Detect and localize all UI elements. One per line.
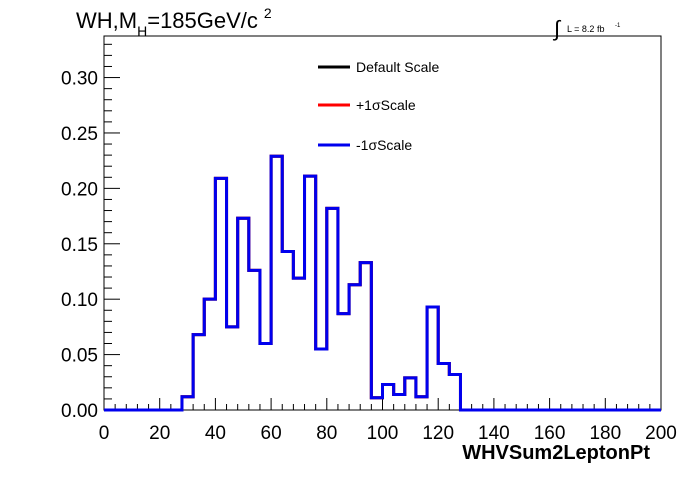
title-subscript: H: [137, 23, 147, 39]
y-tick-label: 0.30: [61, 69, 98, 90]
x-tick-label: 40: [205, 423, 226, 444]
luminosity-exponent: -1: [615, 23, 621, 29]
y-tick-label: 0.05: [61, 346, 98, 367]
y-tick-label: 0.00: [61, 401, 98, 422]
x-tick-label: 20: [149, 423, 170, 444]
x-tick-label: 80: [316, 423, 337, 444]
legend-label-2: -1σScale: [356, 137, 412, 153]
x-tick-label: 200: [645, 423, 677, 444]
luminosity-text: L = 8.2 fb: [567, 24, 604, 34]
x-tick-label: 60: [261, 423, 282, 444]
x-tick-label: 160: [534, 423, 566, 444]
x-tick-label: 0: [99, 423, 110, 444]
x-tick-label: 120: [422, 423, 454, 444]
x-tick-label: 180: [589, 423, 621, 444]
plot-frame: [103, 35, 662, 411]
series-line-0: [104, 154, 661, 412]
y-tick-label: 0.20: [61, 179, 98, 200]
histogram-series: [104, 154, 661, 412]
x-axis-label: WHVSum2LeptonPt: [462, 442, 650, 464]
chart-title: WH,MH=185GeV/c 2: [76, 5, 272, 39]
x-tick-label: 100: [367, 423, 399, 444]
legend: Default Scale +1σScale -1σScale: [318, 59, 439, 153]
axis-ticks: 0 20 40 60 80 100 120 140 160 180 200 0.00 0.05 0.10 0…: [61, 43, 677, 444]
series-line-2: [104, 154, 661, 412]
legend-label-1: +1σScale: [356, 97, 416, 113]
x-tick-label: 140: [478, 423, 510, 444]
title-value: =185GeV/c: [147, 8, 258, 33]
series-line-1: [104, 154, 661, 412]
y-tick-label: 0.10: [61, 290, 98, 311]
integral-icon: ∫: [552, 16, 562, 41]
y-tick-label: 0.25: [61, 124, 98, 145]
legend-label-0: Default Scale: [356, 59, 439, 75]
title-main: WH,M: [76, 8, 137, 33]
title-superscript: 2: [264, 5, 272, 21]
y-tick-label: 0.15: [61, 235, 98, 256]
